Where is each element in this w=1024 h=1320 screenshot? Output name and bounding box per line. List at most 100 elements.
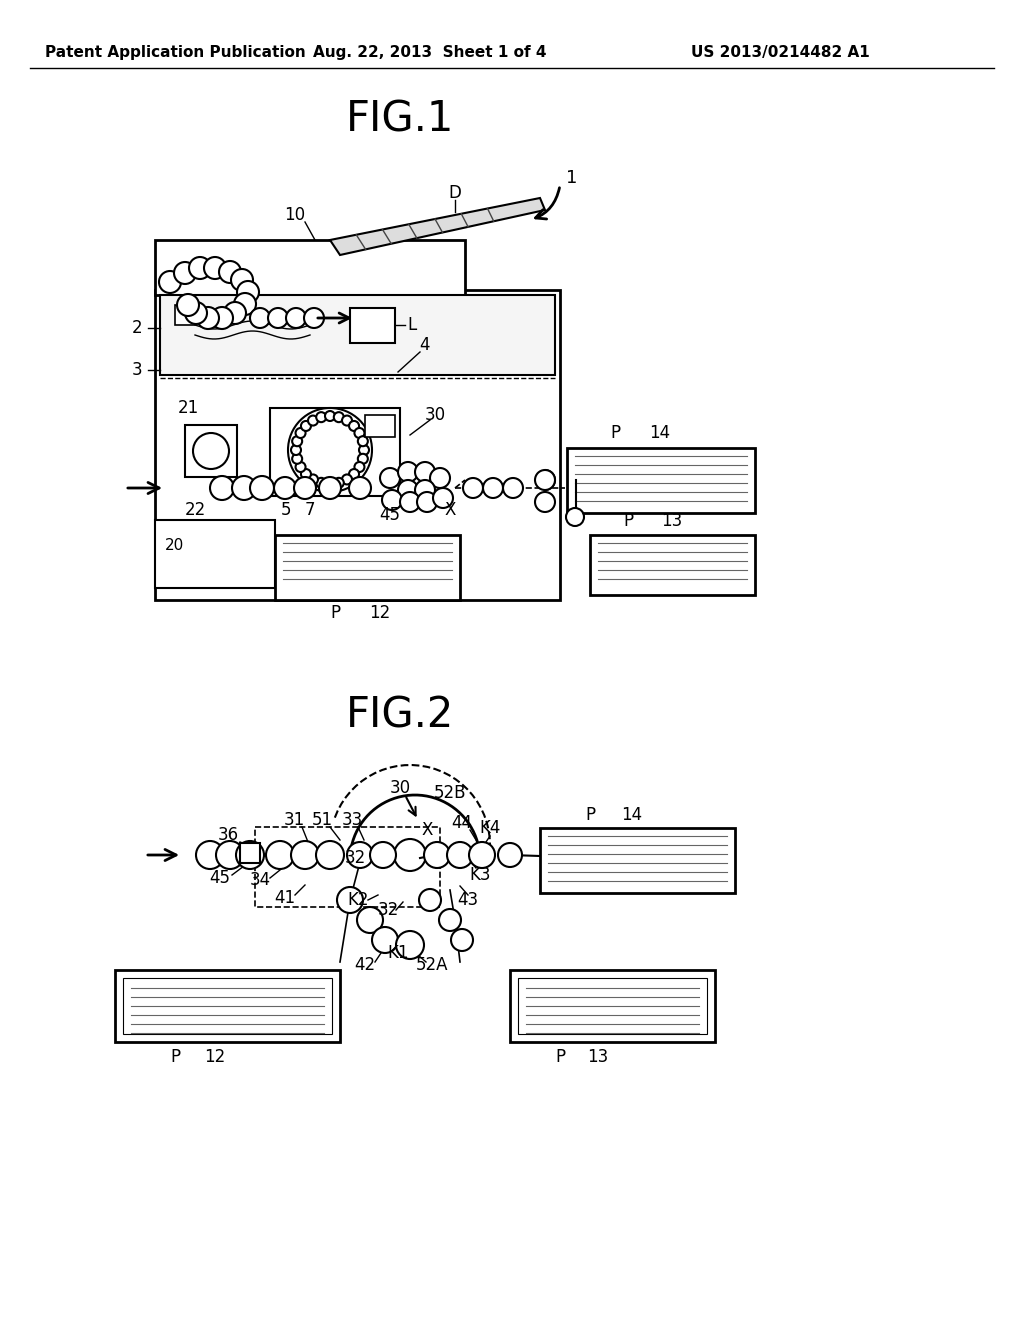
Circle shape bbox=[288, 408, 372, 492]
Bar bbox=[185, 425, 237, 477]
Circle shape bbox=[430, 469, 450, 488]
Text: P: P bbox=[610, 424, 621, 442]
Circle shape bbox=[566, 508, 584, 525]
Text: D: D bbox=[449, 183, 462, 202]
Circle shape bbox=[334, 412, 344, 422]
Circle shape bbox=[483, 478, 503, 498]
Bar bbox=[115, 970, 340, 1041]
Bar bbox=[567, 447, 755, 513]
Circle shape bbox=[394, 840, 426, 871]
Bar bbox=[160, 294, 555, 375]
Text: 5: 5 bbox=[281, 502, 291, 519]
Circle shape bbox=[308, 474, 318, 484]
Text: P: P bbox=[585, 807, 595, 824]
Bar bbox=[175, 305, 195, 325]
Circle shape bbox=[237, 281, 259, 304]
Circle shape bbox=[316, 478, 327, 488]
Circle shape bbox=[354, 462, 365, 473]
Circle shape bbox=[177, 294, 199, 315]
Circle shape bbox=[503, 478, 523, 498]
Text: 43: 43 bbox=[458, 891, 478, 909]
Text: 14: 14 bbox=[649, 424, 671, 442]
Text: P: P bbox=[330, 605, 340, 622]
Text: 20: 20 bbox=[165, 537, 184, 553]
Circle shape bbox=[325, 411, 335, 421]
Bar bbox=[590, 535, 755, 595]
Text: K2: K2 bbox=[347, 891, 369, 909]
Polygon shape bbox=[330, 198, 545, 255]
Text: P: P bbox=[555, 1048, 565, 1067]
Bar bbox=[155, 290, 560, 601]
Text: 30: 30 bbox=[424, 407, 445, 424]
Bar bbox=[365, 414, 395, 437]
Text: 33: 33 bbox=[341, 810, 362, 829]
Circle shape bbox=[231, 269, 253, 290]
Circle shape bbox=[316, 841, 344, 869]
Text: 13: 13 bbox=[662, 512, 683, 531]
Text: Patent Application Publication: Patent Application Publication bbox=[45, 45, 305, 59]
Circle shape bbox=[424, 842, 450, 869]
Text: K3: K3 bbox=[469, 866, 490, 884]
Circle shape bbox=[415, 480, 435, 500]
Circle shape bbox=[189, 257, 211, 279]
Text: 52B: 52B bbox=[434, 784, 466, 803]
Circle shape bbox=[357, 436, 368, 446]
Circle shape bbox=[216, 841, 244, 869]
Text: 34: 34 bbox=[250, 871, 270, 888]
Circle shape bbox=[372, 927, 398, 953]
Circle shape bbox=[535, 470, 555, 490]
Circle shape bbox=[286, 308, 306, 327]
Text: US 2013/0214482 A1: US 2013/0214482 A1 bbox=[690, 45, 869, 59]
Circle shape bbox=[439, 909, 461, 931]
Text: 4: 4 bbox=[420, 337, 430, 354]
Text: 31: 31 bbox=[284, 810, 304, 829]
Text: FIG.1: FIG.1 bbox=[346, 99, 455, 141]
Text: 7: 7 bbox=[305, 502, 315, 519]
Circle shape bbox=[159, 271, 181, 293]
Circle shape bbox=[334, 478, 344, 488]
Circle shape bbox=[266, 841, 294, 869]
Text: 1: 1 bbox=[566, 169, 578, 187]
Bar bbox=[255, 828, 440, 907]
Circle shape bbox=[337, 887, 362, 913]
Circle shape bbox=[370, 842, 396, 869]
Circle shape bbox=[296, 462, 305, 473]
Circle shape bbox=[294, 477, 316, 499]
Circle shape bbox=[359, 445, 369, 455]
Circle shape bbox=[193, 433, 229, 469]
Circle shape bbox=[398, 462, 418, 482]
Circle shape bbox=[498, 843, 522, 867]
Text: P: P bbox=[170, 1048, 180, 1067]
Circle shape bbox=[342, 416, 352, 425]
Text: 12: 12 bbox=[205, 1048, 225, 1067]
Circle shape bbox=[210, 477, 234, 500]
Circle shape bbox=[349, 421, 359, 430]
Circle shape bbox=[224, 302, 246, 323]
Circle shape bbox=[308, 416, 318, 425]
Circle shape bbox=[219, 261, 241, 282]
Circle shape bbox=[451, 929, 473, 950]
Circle shape bbox=[268, 308, 288, 327]
Circle shape bbox=[357, 907, 383, 933]
Circle shape bbox=[296, 428, 305, 438]
Bar bbox=[350, 308, 395, 343]
Bar bbox=[540, 828, 735, 894]
Circle shape bbox=[292, 454, 302, 463]
Circle shape bbox=[236, 841, 264, 869]
Circle shape bbox=[357, 454, 368, 463]
Circle shape bbox=[301, 469, 311, 479]
Text: 41: 41 bbox=[274, 888, 296, 907]
Text: 30: 30 bbox=[389, 779, 411, 797]
Circle shape bbox=[535, 492, 555, 512]
Circle shape bbox=[204, 257, 226, 279]
Circle shape bbox=[316, 412, 327, 422]
Text: 2: 2 bbox=[131, 319, 142, 337]
Text: X: X bbox=[444, 502, 456, 519]
Text: 13: 13 bbox=[588, 1048, 608, 1067]
Text: 10: 10 bbox=[285, 206, 305, 224]
Bar bbox=[518, 978, 707, 1034]
Circle shape bbox=[347, 842, 373, 869]
Text: 32: 32 bbox=[378, 902, 398, 919]
Circle shape bbox=[396, 931, 424, 960]
Text: 14: 14 bbox=[622, 807, 643, 824]
